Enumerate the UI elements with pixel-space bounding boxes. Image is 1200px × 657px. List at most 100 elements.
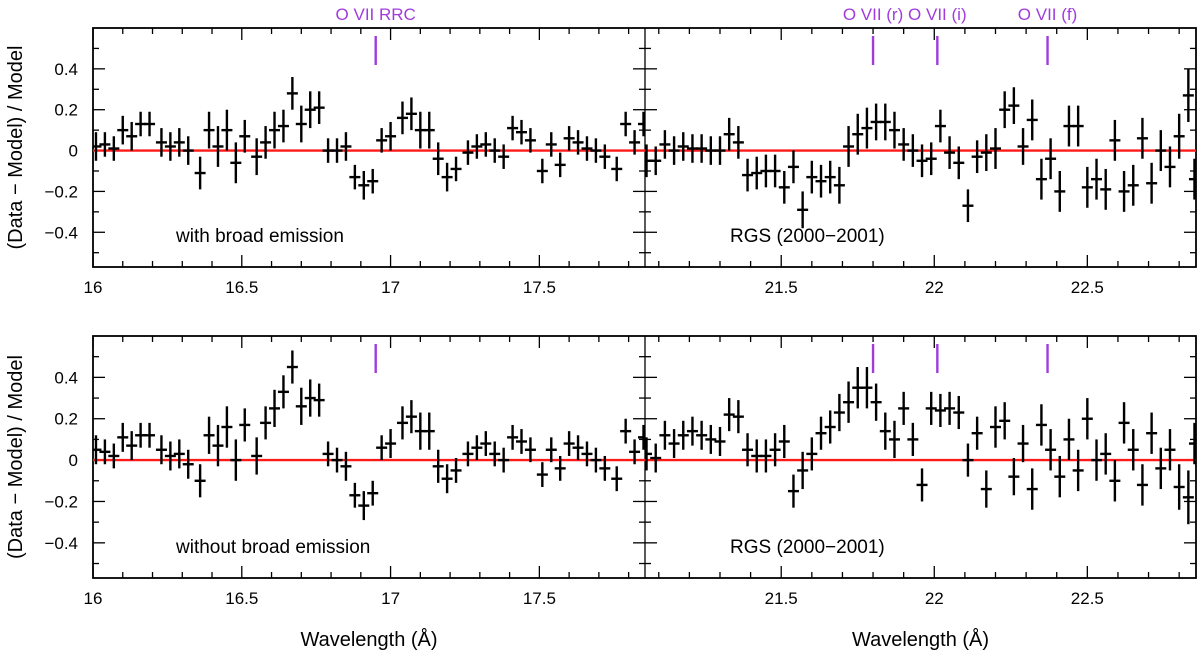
data-point [650, 146, 662, 176]
data-point [554, 455, 566, 481]
data-point [1072, 105, 1084, 147]
data-point [182, 136, 194, 165]
x-tick-label: 16 [84, 278, 103, 297]
data-point [572, 435, 584, 461]
line-label: O VII (f) [1018, 5, 1078, 24]
data-point [787, 474, 799, 508]
data-point [962, 443, 974, 477]
data-point [385, 121, 397, 151]
data-point [1091, 439, 1103, 481]
data-point [117, 115, 129, 145]
data-point [524, 128, 536, 153]
data-point [251, 437, 263, 475]
x-tick-label: 16.5 [225, 278, 258, 297]
data-point [778, 424, 790, 459]
data-point [861, 367, 873, 409]
data-point [1164, 429, 1176, 471]
data-point [155, 435, 167, 465]
data-point [507, 115, 519, 141]
data-point [686, 416, 698, 446]
data-point [441, 464, 453, 494]
x-axis-title: Wavelength (Å) [300, 628, 437, 651]
data-point [441, 162, 453, 192]
data-point [599, 455, 611, 481]
data-point [471, 435, 483, 461]
data-point [620, 111, 632, 137]
data-point [295, 387, 307, 425]
data-point [277, 375, 289, 409]
data-point [705, 424, 717, 454]
data-point [638, 111, 645, 137]
data-point [677, 132, 689, 161]
y-axis-title: (Data − Model) / Model [5, 46, 27, 250]
data-point [645, 437, 653, 471]
data-point [806, 160, 818, 194]
data-point [340, 451, 352, 481]
data-point [432, 449, 444, 483]
data-point [313, 91, 325, 125]
data-point [173, 128, 185, 157]
data-point [155, 128, 167, 157]
data-point [1063, 418, 1075, 461]
data-point [677, 420, 689, 450]
data-point [879, 412, 891, 450]
data-point [1035, 404, 1047, 446]
data-series-right [645, 367, 1196, 525]
data-point [367, 480, 379, 506]
data-point [536, 462, 548, 487]
data-point [806, 437, 818, 471]
x-tick-label: 17 [381, 278, 400, 297]
data-point [916, 144, 928, 178]
data-point [260, 406, 272, 440]
data-point [659, 420, 671, 450]
data-point [286, 350, 298, 384]
data-point [286, 77, 298, 110]
y-tick-label: 0.4 [54, 60, 78, 79]
data-point [1127, 164, 1139, 206]
panel-label-left: without broad emission [175, 537, 370, 558]
data-point [659, 130, 671, 159]
x-tick-label: 22.5 [1071, 589, 1104, 608]
data-point [1188, 422, 1196, 465]
data-point [989, 406, 1001, 448]
data-point [925, 391, 937, 425]
data-point [833, 393, 845, 432]
data-point [1063, 105, 1075, 147]
data-point [563, 431, 575, 456]
data-point [545, 437, 557, 463]
data-point [898, 391, 910, 425]
data-point [545, 132, 557, 157]
data-point [732, 126, 744, 159]
data-point [1118, 170, 1130, 212]
data-point [686, 134, 698, 163]
data-point [423, 412, 435, 450]
data-point [536, 158, 548, 184]
data-point [340, 132, 352, 161]
data-series-left [93, 77, 645, 200]
data-point [611, 156, 623, 182]
data-point [385, 429, 397, 459]
data-point [450, 458, 462, 483]
data-point [1054, 455, 1066, 498]
data-point [760, 439, 772, 473]
data-point [349, 482, 361, 508]
data-point [1017, 424, 1029, 463]
data-point [590, 138, 602, 163]
data-point [260, 126, 272, 159]
x-axis-title: Wavelength (Å) [852, 628, 989, 651]
data-point [971, 140, 983, 174]
data-point [304, 379, 316, 417]
y-tick-label: −0.4 [44, 223, 78, 242]
data-point [629, 439, 641, 465]
data-point [769, 433, 781, 467]
data-point [93, 435, 102, 465]
data-point [239, 408, 251, 442]
data-point [916, 468, 928, 502]
data-point [563, 126, 575, 151]
data-point [376, 128, 388, 153]
data-point [907, 422, 919, 456]
data-point [590, 447, 602, 473]
data-point [944, 136, 956, 169]
x-tick-label: 22.5 [1071, 278, 1104, 297]
data-point [1026, 468, 1038, 510]
